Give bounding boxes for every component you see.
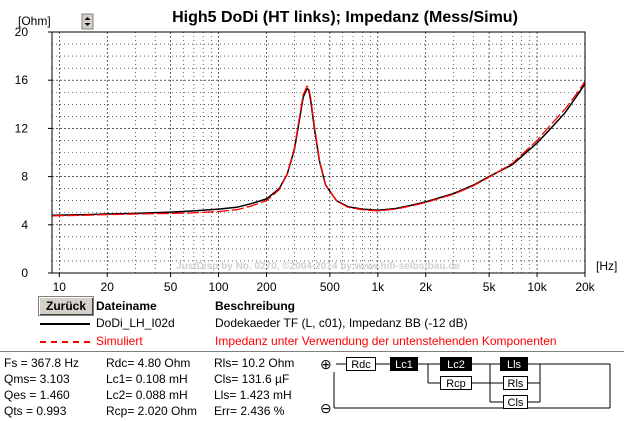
param-rls: Rls= 10.2 Ohm xyxy=(214,356,295,370)
watermark: JustDisp by No. 0270, ©2004-2014 by www.… xyxy=(176,261,460,272)
y-unit-spinner[interactable] xyxy=(81,13,94,30)
impedance-chart: 0 4 8 12 16 20 10 20 50 100 200 500 1k 2k 5k 10k 20k Ju… xyxy=(15,9,618,293)
param-fs: Fs = 367.8 Hz xyxy=(4,356,80,370)
x-tick-label: 10 xyxy=(53,280,67,293)
series-simulated-line xyxy=(51,81,586,217)
x-tick-label: 20 xyxy=(101,280,115,293)
component-rls[interactable]: Rls xyxy=(503,376,528,390)
legend-name: DoDi_LH_I02d xyxy=(96,316,175,330)
legend-description: Dodekaeder TF (L, c01), Impedanz BB (-12… xyxy=(215,316,468,330)
x-tick-labels: 10 20 50 100 200 500 1k 2k 5k 10k 20k xyxy=(53,273,596,293)
y-axis-label: [Ohm] xyxy=(18,14,51,28)
minus-terminal-icon: ⊖ xyxy=(320,400,332,416)
param-qes: Qes = 1.460 xyxy=(4,388,70,402)
component-lls[interactable]: Lls xyxy=(500,357,528,371)
plot-frame xyxy=(51,31,586,274)
y-tick-label: 16 xyxy=(15,73,29,87)
column-header-filename: Dateiname xyxy=(96,299,157,313)
y-tick-label: 8 xyxy=(21,170,28,184)
y-tick-label: 0 xyxy=(21,266,28,280)
legend-line-measured xyxy=(40,323,90,325)
divider xyxy=(0,351,624,352)
component-rcp[interactable]: Rcp xyxy=(440,376,472,390)
x-axis-label: [Hz] xyxy=(596,259,617,273)
legend-line-simulated xyxy=(40,341,90,343)
legend-description: Impedanz unter Verwendung der untenstehe… xyxy=(215,334,557,348)
x-tick-label: 2k xyxy=(419,280,433,293)
param-qms: Qms= 3.103 xyxy=(4,372,70,386)
plus-terminal-icon: ⊕ xyxy=(320,356,332,372)
back-button[interactable]: Zurück xyxy=(38,296,94,316)
param-rdc: Rdc= 4.80 Ohm xyxy=(106,356,191,370)
y-tick-label: 20 xyxy=(15,25,29,39)
y-tick-labels: 0 4 8 12 16 20 xyxy=(15,25,52,280)
y-tick-label: 4 xyxy=(21,218,28,232)
chart-title: High5 DoDi (HT links); Impedanz (Mess/Si… xyxy=(172,9,518,26)
param-err: Err= 2.436 % xyxy=(214,404,285,418)
param-qts: Qts = 0.993 xyxy=(4,404,67,418)
param-lc2: Lc2= 0.088 mH xyxy=(106,388,188,402)
x-tick-label: 5k xyxy=(483,280,497,293)
series-lines xyxy=(51,81,586,217)
y-tick-label: 12 xyxy=(15,121,29,135)
component-lc2[interactable]: Lc2 xyxy=(440,357,472,371)
param-lc1: Lc1= 0.108 mH xyxy=(106,372,188,386)
param-rcp: Rcp= 2.020 Ohm xyxy=(106,404,198,418)
component-rdc[interactable]: Rdc xyxy=(346,357,376,371)
x-tick-label: 100 xyxy=(209,280,229,293)
column-header-description: Beschreibung xyxy=(215,299,296,313)
x-tick-label: 10k xyxy=(527,280,547,293)
param-cls: Cls= 131.6 µF xyxy=(214,372,290,386)
grid xyxy=(52,32,586,273)
x-tick-label: 500 xyxy=(320,280,340,293)
component-cls[interactable]: Cls xyxy=(503,395,528,409)
x-tick-label: 20k xyxy=(575,280,595,293)
x-tick-label: 200 xyxy=(256,280,276,293)
param-lls: Lls= 1.423 mH xyxy=(214,388,292,402)
x-tick-label: 50 xyxy=(164,280,178,293)
legend-name: Simuliert xyxy=(96,334,143,348)
x-tick-label: 1k xyxy=(371,280,385,293)
component-lc1[interactable]: Lc1 xyxy=(390,357,418,371)
